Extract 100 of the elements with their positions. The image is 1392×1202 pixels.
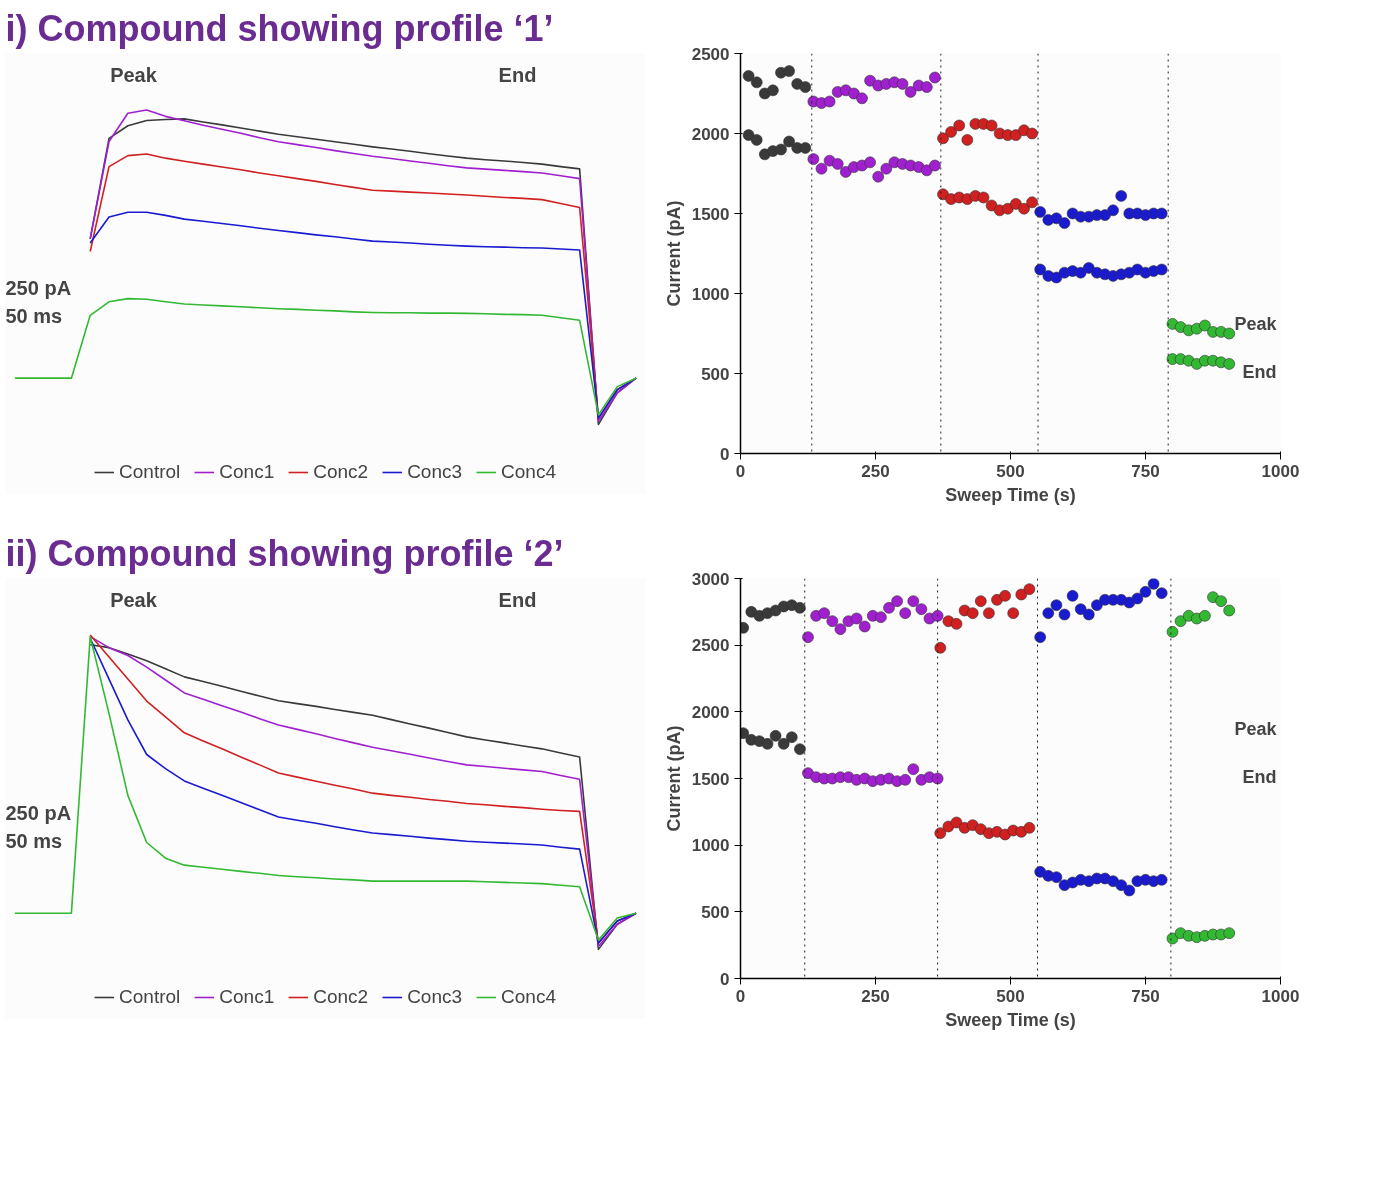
point bbox=[883, 602, 895, 614]
text: End bbox=[498, 63, 537, 86]
text: End bbox=[498, 588, 537, 611]
annotation: 250 pA bbox=[5, 276, 72, 299]
chart-title: i) Compound showing profile ‘1’ bbox=[5, 7, 554, 49]
point bbox=[818, 607, 830, 619]
point bbox=[767, 84, 779, 97]
point bbox=[907, 763, 920, 775]
point bbox=[850, 612, 863, 625]
annotation: Peak bbox=[1234, 718, 1278, 739]
point bbox=[966, 607, 979, 619]
point bbox=[864, 156, 876, 169]
point bbox=[1155, 587, 1168, 599]
chart-title: ii) Compound showing profile ‘2’ bbox=[5, 532, 564, 574]
point bbox=[769, 730, 782, 742]
point bbox=[921, 81, 933, 93]
point bbox=[1023, 822, 1036, 834]
point bbox=[945, 126, 957, 138]
point bbox=[1026, 127, 1038, 140]
text: Peak bbox=[110, 63, 158, 86]
point bbox=[831, 158, 844, 170]
point bbox=[1058, 217, 1071, 229]
point bbox=[921, 164, 933, 177]
point bbox=[953, 119, 965, 132]
point bbox=[1023, 583, 1036, 595]
point bbox=[929, 71, 941, 84]
y-tick-label: 0 bbox=[720, 969, 730, 989]
legend-label: Conc1 bbox=[219, 461, 275, 483]
point bbox=[742, 70, 755, 82]
legend-label: Conc3 bbox=[407, 461, 463, 483]
point bbox=[875, 611, 887, 623]
legend-label: Conc4 bbox=[501, 986, 556, 1008]
point bbox=[904, 86, 917, 98]
point bbox=[794, 602, 806, 614]
x-axis-title: Sweep Time (s) bbox=[945, 484, 1076, 505]
point bbox=[786, 731, 798, 743]
point bbox=[983, 607, 995, 619]
point bbox=[794, 743, 806, 755]
point bbox=[1107, 204, 1119, 217]
point bbox=[1026, 196, 1038, 209]
y-tick-label: 1000 bbox=[691, 284, 730, 304]
point bbox=[1050, 599, 1063, 611]
point bbox=[937, 132, 949, 145]
y-tick-label: 500 bbox=[701, 902, 730, 922]
y-tick-label: 2000 bbox=[691, 702, 730, 722]
x-tick-label: 250 bbox=[861, 461, 890, 481]
point bbox=[975, 595, 987, 607]
annotation: End bbox=[1242, 361, 1277, 382]
y-tick-label: 0 bbox=[720, 444, 730, 464]
x-tick-label: 1000 bbox=[1261, 986, 1300, 1006]
annotation: Peak bbox=[1234, 313, 1278, 334]
legend-label: Conc1 bbox=[219, 986, 275, 1008]
y-axis-title: Current (pA) bbox=[663, 200, 684, 307]
point bbox=[1002, 202, 1014, 215]
y-tick-label: 2500 bbox=[691, 636, 730, 656]
point bbox=[1058, 608, 1071, 621]
point bbox=[907, 595, 920, 607]
point bbox=[977, 191, 990, 204]
point bbox=[950, 816, 963, 829]
point bbox=[872, 170, 884, 183]
y-tick-label: 1500 bbox=[691, 769, 730, 789]
x-tick-label: 500 bbox=[996, 461, 1025, 481]
y-tick-label: 3000 bbox=[691, 569, 730, 589]
point bbox=[1215, 595, 1227, 607]
point bbox=[834, 623, 847, 635]
point bbox=[1199, 610, 1211, 622]
x-tick-label: 250 bbox=[861, 986, 890, 1006]
point bbox=[1010, 129, 1022, 141]
point bbox=[1155, 874, 1168, 886]
point bbox=[1083, 608, 1095, 621]
point bbox=[985, 199, 998, 212]
point bbox=[961, 134, 974, 146]
y-tick-label: 2000 bbox=[691, 124, 730, 144]
point bbox=[1015, 588, 1028, 601]
y-tick-label: 500 bbox=[701, 364, 730, 384]
legend-label: Conc4 bbox=[501, 461, 556, 483]
point bbox=[899, 607, 911, 619]
point bbox=[1139, 586, 1152, 598]
legend-label: Conc2 bbox=[313, 461, 369, 483]
point bbox=[899, 774, 911, 786]
y-tick-label: 2500 bbox=[691, 44, 730, 64]
x-tick-label: 750 bbox=[1131, 461, 1160, 481]
point bbox=[1042, 607, 1055, 619]
point bbox=[931, 772, 944, 785]
point bbox=[891, 595, 903, 607]
x-tick-label: 0 bbox=[735, 461, 746, 481]
y-tick-label: 1000 bbox=[691, 836, 730, 856]
point bbox=[1010, 198, 1022, 210]
point bbox=[1034, 206, 1046, 218]
x-tick-label: 500 bbox=[996, 986, 1025, 1006]
point bbox=[856, 92, 868, 105]
point bbox=[950, 618, 963, 630]
point bbox=[750, 134, 763, 146]
point bbox=[783, 65, 795, 77]
point bbox=[931, 610, 944, 622]
legend-label: Conc2 bbox=[313, 986, 369, 1008]
legend-label: Control bbox=[119, 461, 181, 483]
annotation: 250 pA bbox=[5, 801, 72, 824]
point bbox=[777, 738, 790, 750]
x-tick-label: 1000 bbox=[1261, 461, 1300, 481]
